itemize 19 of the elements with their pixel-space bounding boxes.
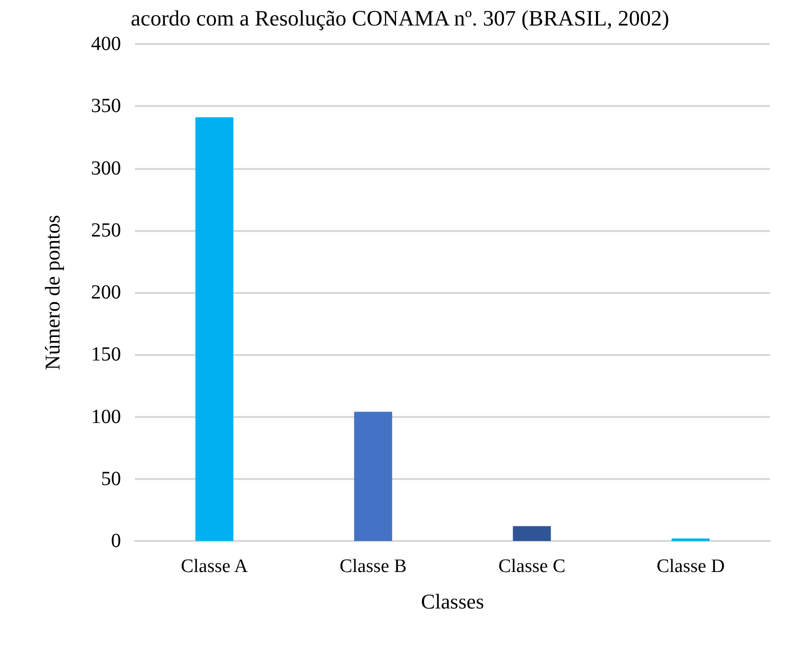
y-tick-label: 200 [91,282,121,304]
y-tick-label: 150 [91,344,121,366]
x-axis-title: Classes [421,590,484,614]
y-tick-label: 350 [91,95,121,118]
y-tick-label: 300 [91,157,121,180]
y-tick-label: 100 [91,406,121,428]
x-tick-label: Classe D [656,556,725,577]
bar [195,117,234,541]
y-axis-title: Número de pontos [40,214,64,370]
x-tick-label: Classe C [498,556,566,577]
y-tick-label: 0 [111,530,121,552]
y-tick-label: 50 [101,468,121,490]
bar [512,526,551,541]
chart-title: acordo com a Resolução CONAMA nº. 307 (BRASIL, 2002) [130,6,670,30]
y-tick-label: 250 [91,219,121,242]
x-tick-label: Classe A [180,556,248,577]
y-tick-label: 400 [91,33,121,55]
x-tick-label: Classe B [340,556,407,577]
bar [354,412,392,541]
